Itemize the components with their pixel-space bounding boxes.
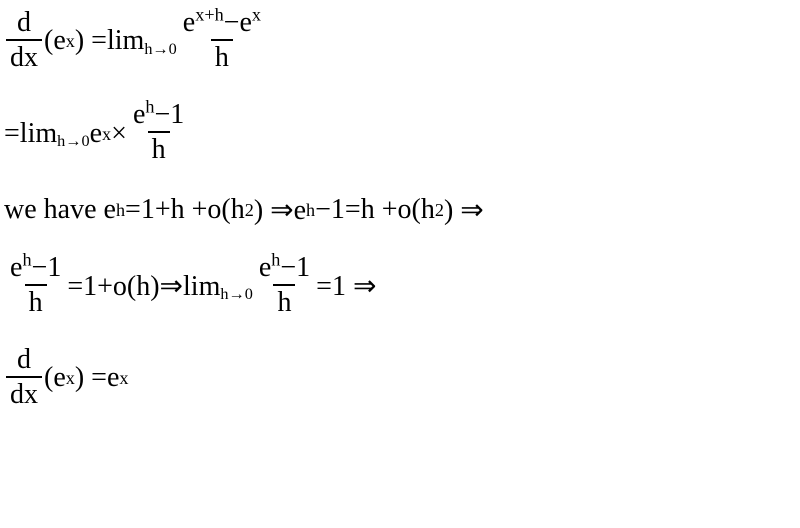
denominator: h (211, 39, 233, 75)
equation-line-3: we have eh =1+h +o(h2) ⇒eh−1=h +o(h2) ⇒ (4, 193, 796, 227)
text: e (183, 7, 195, 38)
segment: (ex) =limh→0 (44, 25, 177, 57)
denominator: h (148, 131, 170, 167)
equation-line-5: d dx (ex) =ex (4, 345, 796, 411)
numerator: ex+h−ex (179, 8, 265, 39)
text: e (10, 252, 22, 283)
sub: h→0 (220, 285, 252, 304)
denominator: dx (6, 39, 42, 75)
sup: h (271, 249, 280, 269)
segment: =1 ⇒ (316, 269, 376, 303)
text: ) =lim (75, 25, 144, 57)
fraction-eh-1-h-left: eh−1 h (6, 253, 65, 319)
text: (e (44, 362, 66, 394)
text: −e (224, 7, 252, 38)
sup: x+h (195, 5, 223, 25)
segment: (ex) =ex (44, 362, 129, 394)
fraction-d-dx: d dx (6, 345, 42, 411)
text: −1 (154, 99, 184, 130)
text: ) =e (75, 362, 120, 394)
text: =lim (4, 118, 57, 150)
denominator: h (25, 284, 47, 320)
numerator: d (13, 345, 35, 376)
equation-line-4: eh−1 h =1+o(h)⇒limh→0 eh−1 h =1 ⇒ (4, 253, 796, 319)
text: ) ⇒ (444, 193, 484, 227)
segment: =limh→0 ex× (4, 118, 127, 150)
fraction-eh-1-h: eh−1 h (129, 100, 188, 166)
fraction-d-dx: d dx (6, 8, 42, 74)
sub: h→0 (144, 40, 176, 59)
fraction-eh-1-h-right: eh−1 h (255, 253, 314, 319)
text: =1+h +o(h (125, 194, 245, 226)
sup: h (22, 249, 31, 269)
segment: =1+o(h)⇒limh→0 (67, 269, 253, 303)
text: (e (44, 25, 66, 57)
fraction-diff-quotient: ex+h−ex h (179, 8, 265, 74)
math-derivation: d dx (ex) =limh→0 ex+h−ex h =limh→0 ex× … (0, 0, 800, 420)
equation-line-2: =limh→0 ex× eh−1 h (4, 100, 796, 166)
text: we have e (4, 194, 116, 226)
text: × (111, 118, 127, 150)
text: =1+o(h)⇒lim (67, 269, 220, 303)
sub: h→0 (57, 132, 89, 151)
text: e (133, 99, 145, 130)
text: e (259, 252, 271, 283)
text: ) ⇒e (254, 193, 306, 227)
numerator: eh−1 (6, 253, 65, 284)
numerator: eh−1 (129, 100, 188, 131)
text: −1=h +o(h (315, 194, 435, 226)
denominator: h (273, 284, 295, 320)
gap: e (90, 118, 102, 150)
equation-line-1: d dx (ex) =limh→0 ex+h−ex h (4, 8, 796, 74)
numerator: eh−1 (255, 253, 314, 284)
numerator: d (13, 8, 35, 39)
sup: x (252, 5, 261, 25)
text: −1 (280, 252, 310, 283)
text: −1 (32, 252, 62, 283)
text: =1 ⇒ (316, 269, 376, 303)
segment: we have eh =1+h +o(h2) ⇒eh−1=h +o(h2) ⇒ (4, 193, 484, 227)
denominator: dx (6, 376, 42, 412)
